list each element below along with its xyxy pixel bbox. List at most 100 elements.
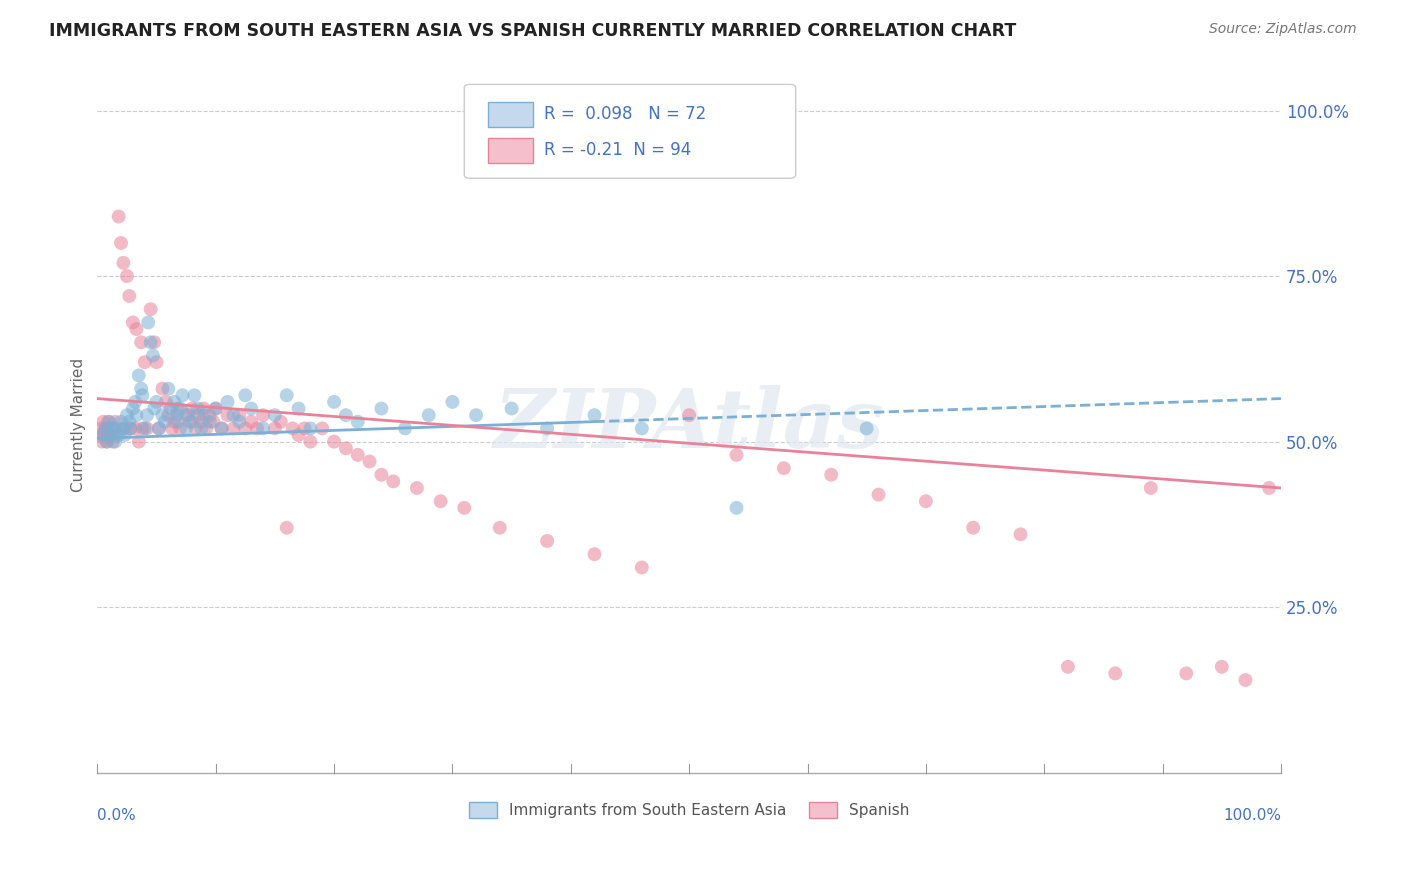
Point	[112, 256, 135, 270]
Point	[193, 401, 215, 416]
Point	[335, 408, 357, 422]
Point	[139, 302, 162, 317]
Legend: Immigrants from South Eastern Asia, Spanish: Immigrants from South Eastern Asia, Span…	[463, 796, 915, 824]
Point	[190, 421, 212, 435]
Point	[136, 421, 159, 435]
Point	[217, 395, 239, 409]
Point	[630, 560, 652, 574]
Point	[157, 382, 180, 396]
Point	[222, 408, 245, 422]
Point	[105, 428, 128, 442]
Point	[583, 547, 606, 561]
Point	[128, 434, 150, 449]
Point	[115, 269, 138, 284]
Point	[107, 428, 129, 442]
Point	[125, 322, 148, 336]
Point	[198, 408, 221, 422]
Point	[183, 388, 205, 402]
Text: IMMIGRANTS FROM SOUTH EASTERN ASIA VS SPANISH CURRENTLY MARRIED CORRELATION CHAR: IMMIGRANTS FROM SOUTH EASTERN ASIA VS SP…	[49, 22, 1017, 40]
Point	[159, 401, 181, 416]
Point	[488, 521, 510, 535]
Point	[121, 401, 143, 416]
Point	[335, 442, 357, 456]
Point	[163, 415, 186, 429]
Point	[166, 415, 188, 429]
Point	[174, 408, 197, 422]
Point	[101, 421, 124, 435]
Point	[311, 421, 333, 435]
Point	[202, 415, 225, 429]
Point	[772, 461, 794, 475]
Point	[246, 421, 269, 435]
Point	[1010, 527, 1032, 541]
Point	[96, 434, 118, 449]
Point	[100, 421, 122, 435]
Point	[252, 408, 274, 422]
Text: 0.0%: 0.0%	[97, 807, 136, 822]
Point	[166, 408, 188, 422]
Point	[166, 401, 188, 416]
Point	[125, 408, 148, 422]
Point	[299, 434, 322, 449]
Point	[143, 401, 166, 416]
Point	[630, 421, 652, 435]
Point	[1175, 666, 1198, 681]
Point	[1139, 481, 1161, 495]
Point	[129, 335, 152, 350]
Point	[820, 467, 842, 482]
Point	[359, 454, 381, 468]
Point	[152, 382, 174, 396]
Point	[136, 315, 159, 329]
Point	[294, 421, 316, 435]
Point	[725, 448, 748, 462]
Point	[148, 421, 170, 435]
Point	[264, 408, 287, 422]
Point	[198, 415, 221, 429]
Point	[91, 415, 114, 429]
Point	[143, 335, 166, 350]
Point	[110, 415, 132, 429]
Point	[120, 421, 142, 435]
Point	[915, 494, 938, 508]
Point	[190, 415, 212, 429]
Point	[157, 408, 180, 422]
Point	[418, 408, 440, 422]
Point	[501, 401, 523, 416]
Text: ZIPAtlas: ZIPAtlas	[494, 385, 884, 465]
Point	[179, 415, 201, 429]
Point	[98, 428, 121, 442]
Point	[678, 408, 700, 422]
Point	[177, 408, 200, 422]
Point	[114, 421, 136, 435]
Point	[181, 415, 204, 429]
Point	[153, 415, 176, 429]
Point	[406, 481, 429, 495]
Point	[129, 382, 152, 396]
Point	[370, 467, 392, 482]
Point	[169, 401, 191, 416]
Point	[148, 421, 170, 435]
Point	[299, 421, 322, 435]
Point	[962, 521, 984, 535]
Point	[142, 349, 165, 363]
Point	[323, 434, 346, 449]
Point	[124, 421, 146, 435]
Point	[131, 388, 153, 402]
Point	[134, 355, 156, 369]
Point	[287, 401, 309, 416]
Point	[91, 434, 114, 449]
Text: R =  0.098   N = 72: R = 0.098 N = 72	[544, 105, 706, 123]
Point	[264, 421, 287, 435]
Point	[118, 289, 141, 303]
Text: Source: ZipAtlas.com: Source: ZipAtlas.com	[1209, 22, 1357, 37]
Bar	[488, 138, 533, 163]
Point	[382, 475, 405, 489]
Y-axis label: Currently Married: Currently Married	[72, 358, 86, 492]
Point	[98, 415, 121, 429]
Point	[104, 415, 127, 429]
Point	[107, 210, 129, 224]
Point	[394, 421, 416, 435]
Point	[346, 448, 368, 462]
Point	[1057, 660, 1080, 674]
Point	[228, 415, 250, 429]
